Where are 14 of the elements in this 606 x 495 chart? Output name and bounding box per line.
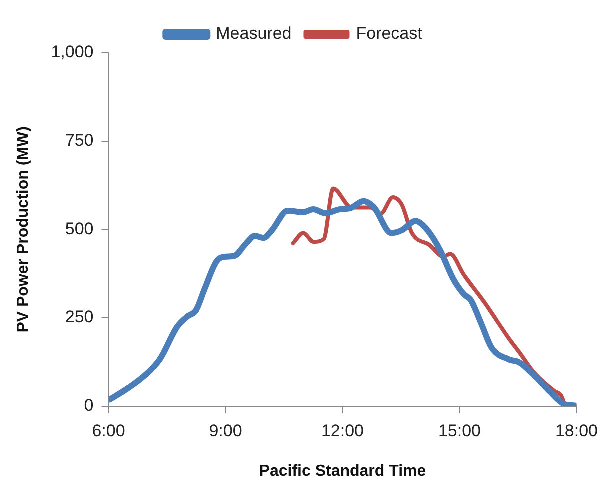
y-tick-label: 250 <box>65 308 94 327</box>
x-tick-label: 18:00 <box>555 421 598 440</box>
x-tick-label: 6:00 <box>92 421 126 440</box>
legend-label: Measured <box>216 24 292 44</box>
x-axis-title: Pacific Standard Time <box>259 462 426 480</box>
y-tick-label: 500 <box>65 219 94 238</box>
y-axis-title: PV Power Production (MW) <box>15 126 32 333</box>
y-tick-label: 1,000 <box>51 42 94 62</box>
x-tick-label: 12:00 <box>321 421 364 440</box>
x-tick-label: 15:00 <box>438 421 482 440</box>
y-tick-label: 750 <box>65 131 94 150</box>
x-tick-label: 9:00 <box>209 421 242 440</box>
legend-label: Forecast <box>356 24 423 44</box>
y-tick-label: 0 <box>84 396 94 416</box>
